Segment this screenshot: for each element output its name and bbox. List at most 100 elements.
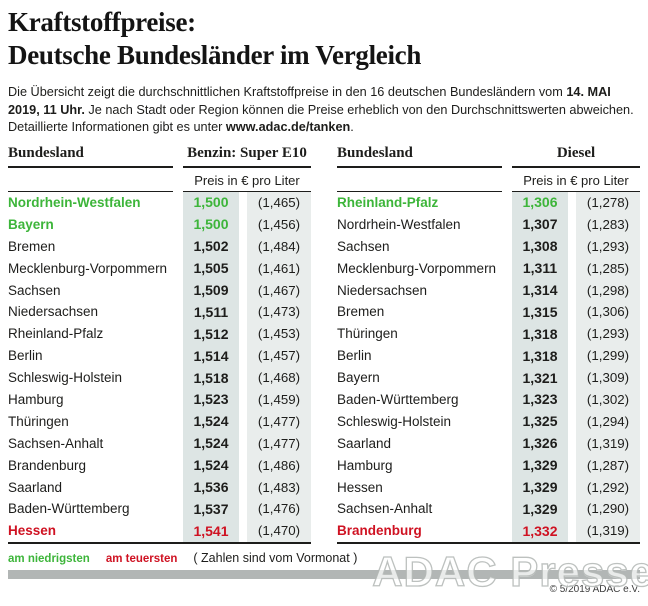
previous-month-price: (1,299)	[576, 344, 640, 367]
intro-url: www.adac.de/tanken	[225, 120, 351, 134]
intro-part-3: .	[350, 120, 354, 134]
current-price: 1,326	[512, 432, 568, 455]
previous-month-price: (1,459)	[247, 388, 311, 411]
previous-month-price: (1,293)	[576, 235, 640, 258]
table-row: Hamburg 1,329 (1,287)	[337, 454, 640, 477]
state-name: Hamburg	[337, 457, 393, 473]
price-tables: Bundesland Benzin: Super E10 Preis in € …	[8, 145, 640, 544]
table-row: Berlin 1,514 (1,457)	[8, 344, 311, 367]
intro-part-1: Die Übersicht zeigt die durchschnittlich…	[8, 85, 567, 99]
legend-highest: am teuersten	[105, 552, 178, 565]
previous-month-price: (1,287)	[576, 454, 640, 477]
current-price: 1,524	[183, 410, 239, 433]
current-price: 1,500	[183, 213, 239, 236]
diesel-table-rows: Rheinland-Pfalz 1,306 (1,278) Nordrhein-…	[337, 191, 640, 544]
previous-month-price: (1,470)	[247, 519, 311, 542]
state-name: Nordrhein-Westfalen	[8, 194, 141, 210]
table-row: Saarland 1,326 (1,319)	[337, 432, 640, 455]
previous-month-price: (1,473)	[247, 300, 311, 323]
current-price: 1,307	[512, 213, 568, 236]
state-name: Rheinland-Pfalz	[337, 194, 439, 210]
previous-month-price: (1,486)	[247, 454, 311, 477]
intro-date: 14. MAI 2019, 11 Uhr.	[8, 85, 611, 117]
table-row: Schleswig-Holstein 1,325 (1,294)	[337, 410, 640, 433]
legend-lowest: am niedrigsten	[8, 552, 90, 565]
benzin-table-rows: Nordrhein-Westfalen 1,500 (1,465) Bayern…	[8, 191, 311, 544]
current-price: 1,518	[183, 366, 239, 389]
current-price: 1,512	[183, 322, 239, 345]
infographic-page: Kraftstoffpreise: Deutsche Bundesländer …	[0, 6, 648, 606]
title-line-1: Kraftstoffpreise:	[8, 7, 196, 37]
current-price: 1,541	[183, 519, 239, 542]
current-price: 1,311	[512, 257, 568, 280]
previous-month-price: (1,290)	[576, 497, 640, 520]
state-name: Hessen	[8, 523, 57, 539]
previous-month-price: (1,467)	[247, 279, 311, 301]
table-row: Niedersachsen 1,314 (1,298)	[337, 279, 640, 301]
benzin-state-column-header: Bundesland	[8, 145, 173, 168]
title-line-2: Deutsche Bundesländer im Vergleich	[8, 40, 422, 70]
current-price: 1,524	[183, 432, 239, 455]
state-name: Sachsen-Anhalt	[8, 435, 104, 451]
table-row: Bremen 1,315 (1,306)	[337, 300, 640, 323]
table-row: Hessen 1,541 (1,470)	[8, 519, 311, 542]
state-name: Saarland	[8, 479, 63, 495]
table-row: Niedersachsen 1,511 (1,473)	[8, 300, 311, 323]
diesel-unit-spacer	[337, 168, 502, 192]
state-name: Sachsen-Anhalt	[337, 501, 433, 517]
previous-month-price: (1,457)	[247, 344, 311, 367]
current-price: 1,500	[183, 191, 239, 214]
current-price: 1,537	[183, 497, 239, 520]
state-name: Brandenburg	[337, 523, 422, 539]
previous-month-price: (1,298)	[576, 279, 640, 301]
table-row: Sachsen-Anhalt 1,524 (1,477)	[8, 432, 311, 455]
current-price: 1,323	[512, 388, 568, 411]
bottom-divider-bar	[8, 569, 640, 579]
previous-month-price: (1,319)	[576, 432, 640, 455]
previous-month-price: (1,278)	[576, 191, 640, 214]
previous-month-price: (1,306)	[576, 300, 640, 323]
fuel-table-diesel: Bundesland Diesel Preis in € pro Liter R…	[337, 145, 640, 544]
state-name: Berlin	[8, 348, 43, 364]
table-row: Rheinland-Pfalz 1,306 (1,278)	[337, 191, 640, 214]
current-price: 1,315	[512, 300, 568, 323]
table-row: Saarland 1,536 (1,483)	[8, 476, 311, 498]
state-name: Nordrhein-Westfalen	[337, 216, 461, 232]
previous-month-price: (1,294)	[576, 410, 640, 433]
state-name: Niedersachsen	[8, 304, 99, 320]
diesel-header-row: Bundesland Diesel	[337, 145, 640, 168]
state-name: Sachsen	[337, 238, 390, 254]
current-price: 1,321	[512, 366, 568, 389]
current-price: 1,329	[512, 454, 568, 477]
previous-month-price: (1,283)	[576, 213, 640, 236]
table-row: Brandenburg 1,524 (1,486)	[8, 454, 311, 477]
current-price: 1,523	[183, 388, 239, 411]
table-row: Sachsen-Anhalt 1,329 (1,290)	[337, 497, 640, 520]
current-price: 1,308	[512, 235, 568, 258]
table-row: Rheinland-Pfalz 1,512 (1,453)	[8, 322, 311, 345]
current-price: 1,329	[512, 476, 568, 498]
table-row: Berlin 1,318 (1,299)	[337, 344, 640, 367]
previous-month-price: (1,309)	[576, 366, 640, 389]
table-row: Baden-Württemberg 1,537 (1,476)	[8, 497, 311, 520]
state-name: Schleswig-Holstein	[337, 413, 452, 429]
current-price: 1,536	[183, 476, 239, 498]
table-row: Thüringen 1,524 (1,477)	[8, 410, 311, 433]
previous-month-price: (1,483)	[247, 476, 311, 498]
table-row: Baden-Württemberg 1,323 (1,302)	[337, 388, 640, 411]
current-price: 1,511	[183, 300, 239, 323]
current-price: 1,306	[512, 191, 568, 214]
state-name: Hessen	[337, 479, 383, 495]
state-name: Thüringen	[337, 326, 398, 342]
previous-month-price: (1,285)	[576, 257, 640, 280]
copyright-text: © 5/2019 ADAC e.V.	[549, 583, 640, 595]
previous-month-price: (1,302)	[576, 388, 640, 411]
previous-month-price: (1,476)	[247, 497, 311, 520]
state-name: Baden-Württemberg	[8, 501, 130, 517]
state-name: Mecklenburg-Vorpommern	[337, 260, 497, 276]
state-name: Bayern	[8, 216, 54, 232]
previous-month-price: (1,292)	[576, 476, 640, 498]
state-name: Mecklenburg-Vorpommern	[8, 260, 168, 276]
table-row: Thüringen 1,318 (1,293)	[337, 322, 640, 345]
state-name: Niedersachsen	[337, 282, 428, 298]
